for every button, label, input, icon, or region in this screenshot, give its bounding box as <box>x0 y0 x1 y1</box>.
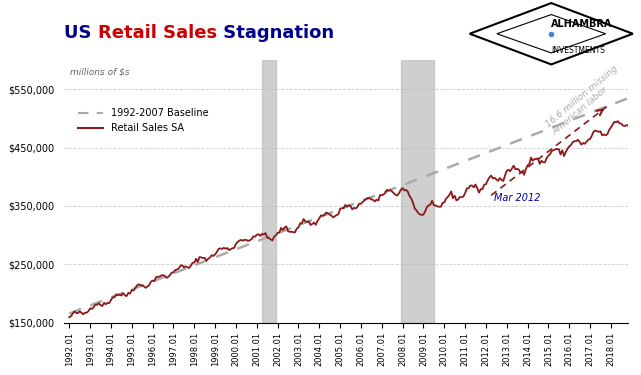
Text: 16.6 million missing
American labor: 16.6 million missing American labor <box>544 64 626 137</box>
Text: millions of $s: millions of $s <box>70 68 129 77</box>
Text: US: US <box>64 24 98 42</box>
Text: Retail Sales: Retail Sales <box>98 24 217 42</box>
Text: ALHAMBRA: ALHAMBRA <box>551 19 613 28</box>
Text: INVESTMENTS: INVESTMENTS <box>551 46 605 55</box>
Legend: 1992-2007 Baseline, Retail Sales SA: 1992-2007 Baseline, Retail Sales SA <box>74 104 212 137</box>
Bar <box>262 60 276 322</box>
Bar <box>401 60 434 322</box>
Text: Mar 2012: Mar 2012 <box>494 193 541 203</box>
Text: Stagnation: Stagnation <box>217 24 334 42</box>
